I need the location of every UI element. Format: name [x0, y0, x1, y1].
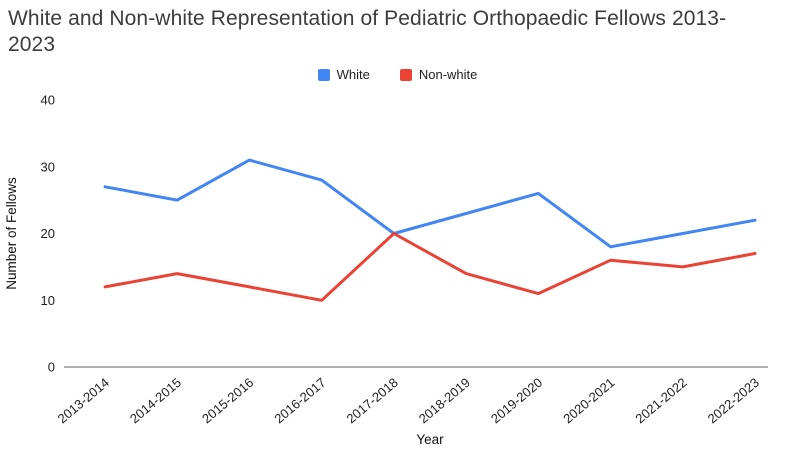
legend-label-white: White: [336, 67, 370, 83]
x-axis-tick-label: 2017-2018: [344, 375, 401, 426]
legend-label-non-white: Non-white: [418, 67, 478, 83]
legend-swatch-non-white: [399, 68, 412, 81]
y-axis-tick-label: 0: [48, 360, 55, 375]
y-axis-tick-label: 30: [41, 159, 55, 174]
x-axis-tick-label: 2019-2020: [488, 375, 545, 426]
x-axis-tick-label: 2013-2014: [55, 375, 112, 426]
chart-title: White and Non-white Representation of Pe…: [8, 7, 727, 57]
x-axis-tick-label: 2020-2021: [560, 375, 617, 426]
x-axis-tick-label: 2021-2022: [632, 375, 689, 426]
x-axis-tick-label: 2018-2019: [416, 375, 473, 426]
x-axis-tick-label: 2016-2017: [271, 375, 328, 426]
series-line-white: [103, 158, 757, 249]
chart-legend: White Non-white: [0, 67, 795, 82]
y-axis-tick-label: 10: [41, 293, 55, 308]
chart-container: White and Non-white Representation of Pe…: [0, 6, 795, 473]
x-axis-tick-label: 2022-2023: [705, 375, 762, 426]
line-chart: 0 10 20 30 40 2013-2014 2014-2015 2015-2016 2016…: [4, 93, 768, 447]
series-line-non-white: [103, 232, 757, 302]
legend-swatch-white: [317, 68, 330, 81]
legend-item-white: White: [317, 67, 370, 83]
legend-item-non-white: Non-white: [399, 67, 478, 83]
y-axis-tick-label: 40: [41, 93, 55, 108]
y-axis-tick-label: 20: [41, 226, 55, 241]
x-axis-tick-label: 2015-2016: [199, 375, 256, 426]
x-axis-title: Year: [416, 432, 444, 447]
x-axis-tick-label: 2014-2015: [127, 375, 184, 426]
y-axis-title: Number of Fellows: [4, 177, 19, 290]
